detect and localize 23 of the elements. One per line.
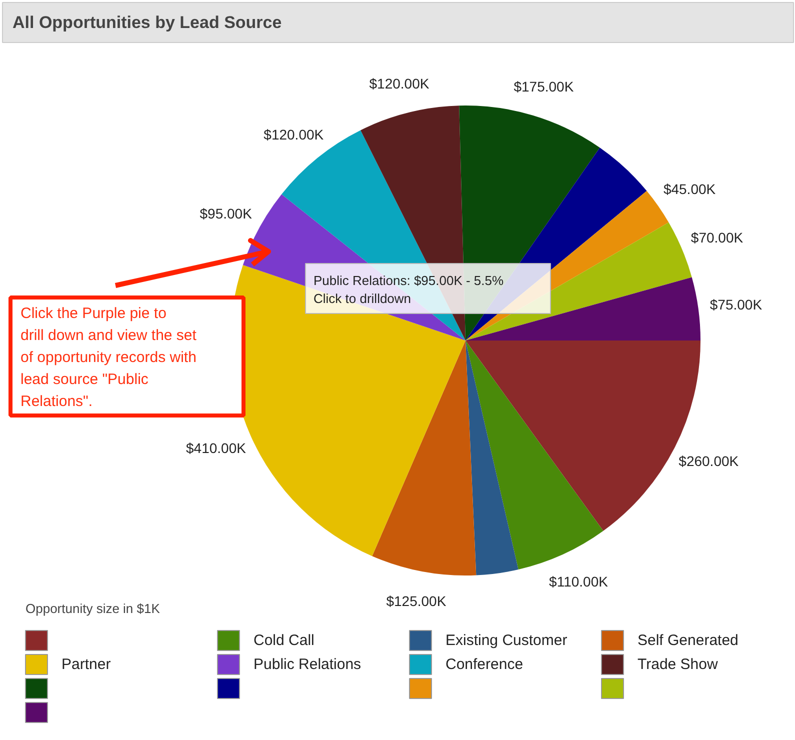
- data-label: $410.00K: [186, 440, 247, 456]
- legend-label: Existing Customer: [446, 632, 568, 649]
- data-label: $70.00K: [690, 229, 744, 246]
- data-label: $260.00K: [678, 453, 740, 470]
- legend-label: Public Relations: [254, 656, 362, 673]
- chart-title: All Opportunities by Lead Source: [12, 13, 282, 32]
- data-label: $125.00K: [386, 593, 447, 610]
- data-label: $95.00K: [200, 206, 253, 222]
- legend-label: Conference: [446, 656, 524, 673]
- text: Opportunity size in $1K: [26, 601, 160, 616]
- text: Click to drilldown: [314, 291, 412, 306]
- legend-label: Trade Show: [638, 656, 718, 673]
- data-label: $45.00K: [663, 181, 716, 198]
- text: Public Relations: $95.00K - 5.5%: [314, 273, 504, 288]
- data-label: $120.00K: [264, 126, 324, 143]
- data-label: $75.00K: [710, 296, 763, 313]
- legend-label: Partner: [62, 656, 111, 673]
- legend-label: Self Generated: [638, 632, 738, 649]
- data-label: $175.00K: [514, 78, 574, 95]
- data-label: $120.00K: [369, 75, 430, 92]
- text: Click the Purple pie to drill down and view the set of opportunity records with lead source "Public Relations".: [20, 305, 198, 410]
- data-label: $110.00K: [549, 574, 609, 590]
- legend-label: Cold Call: [254, 632, 314, 649]
